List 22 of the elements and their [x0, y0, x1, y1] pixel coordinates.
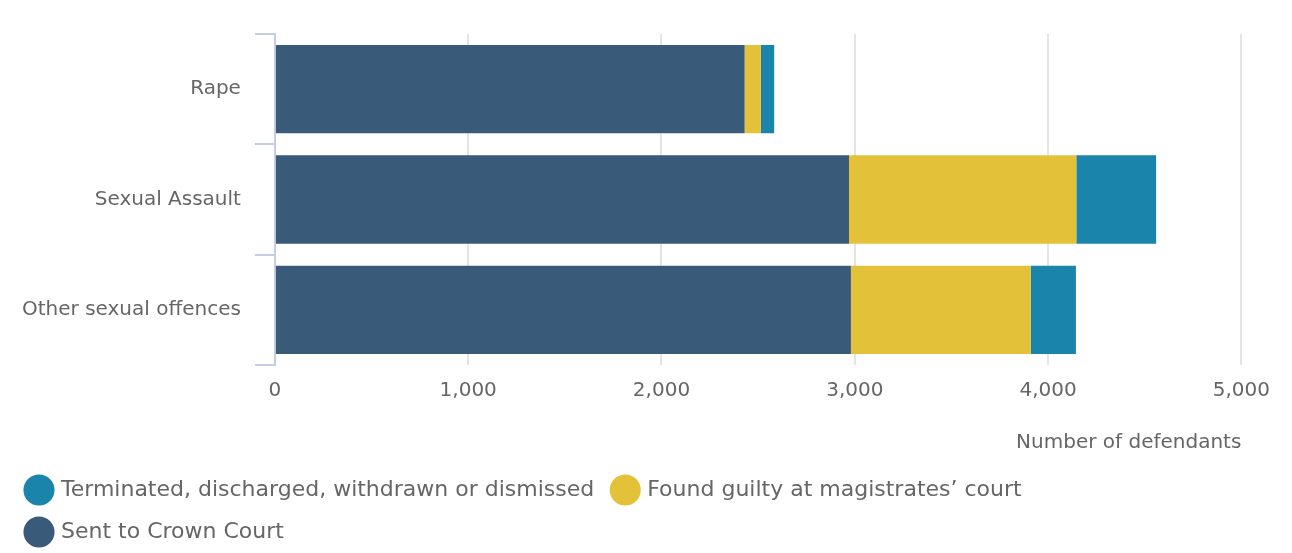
bar	[1030, 265, 1076, 354]
bar	[1076, 155, 1157, 244]
legend-label: Found guilty at magistrates’ court	[647, 475, 1023, 501]
bar	[848, 155, 1077, 244]
y-tick-label: Rape	[190, 75, 241, 100]
bar	[275, 265, 851, 354]
legend-label: Sent to Crown Court	[61, 517, 285, 543]
bar	[744, 45, 761, 134]
x-tick-label: 1,000	[439, 377, 497, 402]
x-tick-label: 4,000	[1019, 377, 1077, 402]
x-tick-label: 2,000	[632, 377, 691, 402]
x-tick-label: 5,000	[1212, 377, 1270, 402]
bar	[760, 45, 775, 134]
bar	[850, 265, 1031, 354]
bar	[275, 45, 745, 134]
x-axis-title: Number of defendants	[1016, 429, 1242, 454]
x-tick-label: 3,000	[826, 377, 884, 402]
legend-label: Terminated, discharged, withdrawn or dismissed	[60, 475, 595, 501]
x-tick-label: 0	[268, 377, 282, 402]
bar	[275, 155, 849, 244]
y-tick-label: Sexual Assault	[94, 185, 242, 210]
y-tick-label: Other sexual offences	[21, 296, 241, 321]
